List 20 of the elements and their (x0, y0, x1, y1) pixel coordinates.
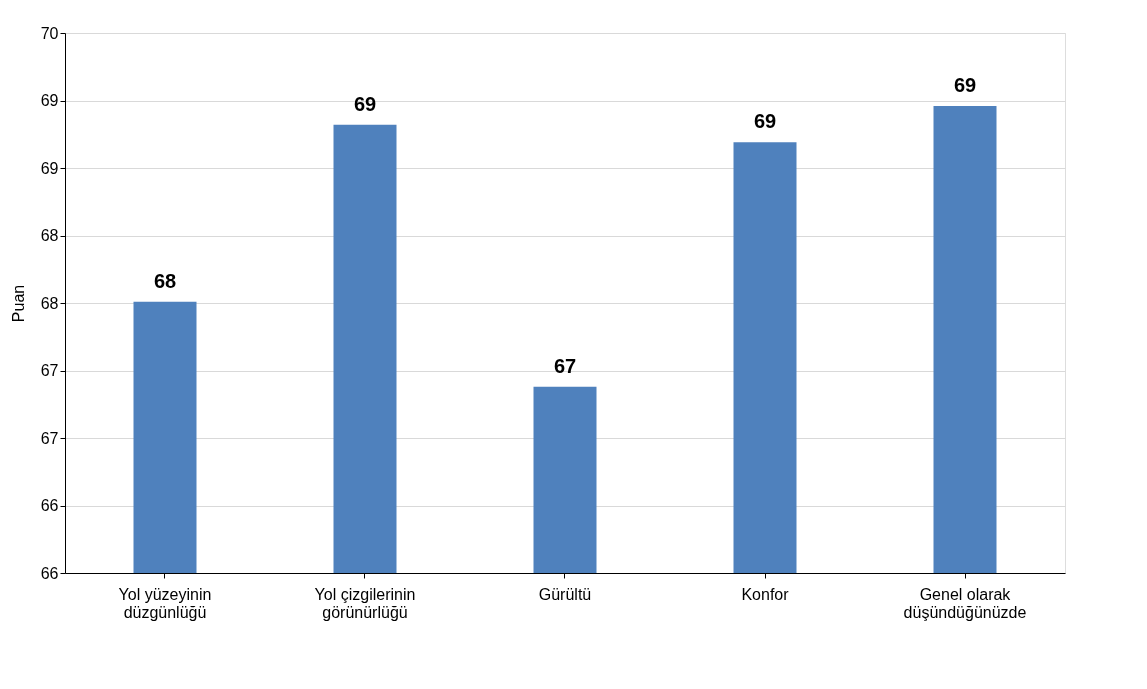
x-tick-label: Yol yüzeyinin düzgünlüğü (118, 585, 212, 621)
y-tick-label: 67 (40, 362, 59, 379)
x-tick-label: Yol çizgilerinin görünürlüğü (314, 585, 416, 621)
y-tick-label: 66 (40, 497, 59, 514)
y-tick-label: 69 (40, 92, 59, 109)
y-tick-label: 68 (40, 227, 59, 244)
x-tick-label: Genel olarak düşündüğünüzde (903, 585, 1027, 621)
y-tick-label: 69 (40, 159, 59, 177)
y-tick-label: 70 (40, 24, 59, 42)
data-label: 68 (153, 269, 177, 292)
y-tick-label: 68 (40, 294, 59, 312)
x-tick-label: Konfor (741, 585, 790, 603)
x-tick-label: Gürültü (538, 585, 592, 603)
data-label: 69 (353, 92, 377, 115)
y-tick-label: 66 (40, 564, 59, 582)
y-axis-title: Puan (9, 284, 27, 323)
y-tick-label: 67 (40, 429, 59, 447)
data-label: 69 (953, 73, 977, 96)
data-label: 69 (753, 110, 777, 133)
data-label: 67 (553, 354, 577, 377)
